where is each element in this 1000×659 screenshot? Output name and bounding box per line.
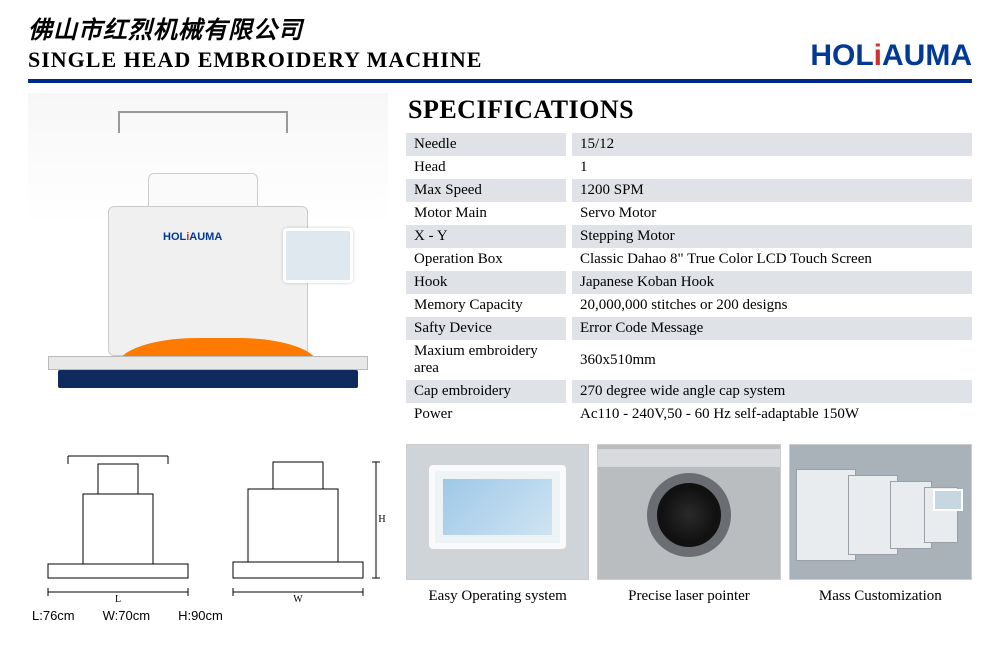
- thumb-caption-2: Precise laser pointer: [628, 588, 750, 605]
- spec-value: 1200 SPM: [572, 179, 972, 202]
- spec-row: Hook Japanese Koban Hook: [406, 271, 972, 294]
- dim-axis-h: H: [378, 514, 385, 525]
- spec-value: 360x510mm: [572, 340, 972, 380]
- thumb-caption-3: Mass Customization: [819, 588, 942, 605]
- spec-value: Stepping Motor: [572, 225, 972, 248]
- thumb-caption-1: Easy Operating system: [429, 588, 567, 605]
- spec-row: Cap embroidery 270 degree wide angle cap …: [406, 380, 972, 403]
- specifications-section: SPECIFICATIONS Needle15/12Head1Max Speed…: [406, 93, 972, 426]
- spec-row: Power Ac110 - 240V,50 - 60 Hz self-adapta…: [406, 403, 972, 426]
- dim-axis-l: L: [115, 594, 121, 604]
- dimension-drawings: L: [28, 444, 388, 623]
- thumb-operating-system: Easy Operating system: [406, 444, 589, 605]
- main-row: HOLiAUMA SPECIFICATIONS Needle 15/12 Head 1…: [28, 93, 972, 426]
- spec-value: Ac110 - 240V,50 - 60 Hz self-adaptable 1…: [572, 403, 972, 426]
- dim-h-label: H:90cm: [178, 608, 223, 623]
- spec-label: Cap embroidery: [406, 380, 566, 403]
- spec-label: Motor Main: [406, 202, 566, 225]
- dimension-labels: L:76cm W:70cm H:90cm: [28, 608, 388, 623]
- spec-row: Maxium embroidery area360x510mm: [406, 340, 972, 380]
- spec-value: 270 degree wide angle cap system: [572, 380, 972, 403]
- spec-table: Needle15/12Head1Max Speed1200 SPMMotor M…: [406, 133, 972, 426]
- spec-label: X - Y: [406, 225, 566, 248]
- spec-row: X - Y Stepping Motor: [406, 225, 972, 248]
- spec-title: SPECIFICATIONS: [408, 95, 972, 125]
- machine-thread-rack-icon: [118, 111, 288, 133]
- header-divider: [28, 79, 972, 83]
- thumb-image-1: [406, 444, 589, 580]
- spec-row: Needle 15/12: [406, 133, 972, 156]
- spec-value: 1: [572, 156, 972, 179]
- spec-row: Safty Device Error Code Message: [406, 317, 972, 340]
- spec-label: Operation Box: [406, 248, 566, 271]
- page-header: 佛山市红烈机械有限公司 SINGLE HEAD EMBROIDERY MACHI…: [28, 10, 972, 73]
- spec-label: Maxium embroidery area: [406, 340, 566, 380]
- spec-row: Max Speed 1200 SPM: [406, 179, 972, 202]
- thumb-mass-customization: Mass Customization: [789, 444, 972, 605]
- brand-part-auma: AUMA: [882, 39, 972, 72]
- brand-logo: HOLiAUMA: [810, 39, 972, 73]
- spec-label: Head: [406, 156, 566, 179]
- spec-value: Japanese Koban Hook: [572, 271, 972, 294]
- spec-row: Memory Capacity 20,000,000 stitches or 20…: [406, 294, 972, 317]
- product-image: HOLiAUMA: [28, 93, 388, 423]
- spec-label: Memory Capacity: [406, 294, 566, 317]
- spec-label: Max Speed: [406, 179, 566, 202]
- spec-value: Servo Motor: [572, 202, 972, 225]
- machine-brand-label: HOLiAUMA: [163, 231, 222, 243]
- header-left: 佛山市红烈机械有限公司 SINGLE HEAD EMBROIDERY MACHI…: [28, 10, 482, 73]
- spec-value: Error Code Message: [572, 317, 972, 340]
- brand-part-hol: HOL: [810, 39, 873, 72]
- spec-label: Hook: [406, 271, 566, 294]
- thumb-image-2: [597, 444, 780, 580]
- lower-row: L: [28, 444, 972, 623]
- product-title-english: SINGLE HEAD EMBROIDERY MACHINE: [28, 47, 482, 73]
- spec-label: Power: [406, 403, 566, 426]
- thumb-image-3: [789, 444, 972, 580]
- spec-label: Needle: [406, 133, 566, 156]
- spec-row: Motor Main Servo Motor: [406, 202, 972, 225]
- machine-table-icon: [48, 356, 368, 370]
- machine-arm-icon: [108, 206, 308, 356]
- feature-thumbnails: Easy Operating system Precise laser poin…: [406, 444, 972, 605]
- dim-w-label: W:70cm: [103, 608, 150, 623]
- dim-axis-w: W: [293, 594, 303, 604]
- machine-base-icon: [58, 370, 358, 388]
- spec-value: 20,000,000 stitches or 200 designs: [572, 294, 972, 317]
- spec-row: Head 1: [406, 156, 972, 179]
- spec-label: Safty Device: [406, 317, 566, 340]
- thumb-laser-pointer: Precise laser pointer: [597, 444, 780, 605]
- dim-l-label: L:76cm: [32, 608, 75, 623]
- spec-value: Classic Dahao 8" True Color LCD Touch Sc…: [572, 248, 972, 271]
- company-name-chinese: 佛山市红烈机械有限公司: [28, 10, 482, 45]
- brand-part-i: i: [874, 39, 882, 72]
- machine-screen-icon: [283, 228, 353, 283]
- spec-value: 15/12: [572, 133, 972, 156]
- front-view-drawing: L: [28, 444, 208, 604]
- spec-row: Operation Box Classic Dahao 8" True Color…: [406, 248, 972, 271]
- side-view-drawing: W H: [218, 444, 388, 604]
